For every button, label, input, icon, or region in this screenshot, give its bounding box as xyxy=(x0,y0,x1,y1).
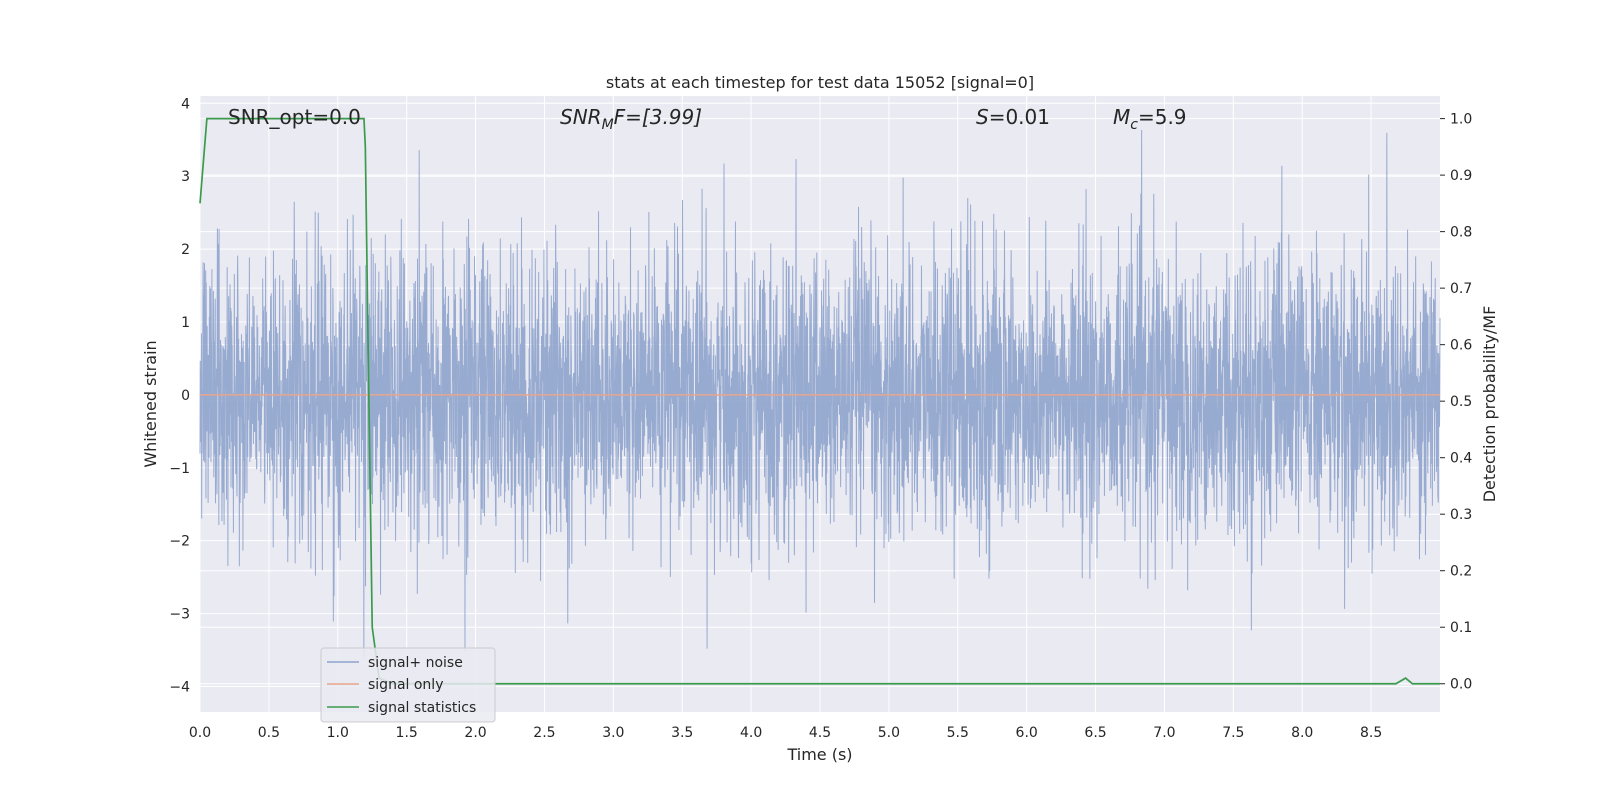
snr-mf-prefix: SNR xyxy=(560,105,602,129)
y-right-tick-label: 0.9 xyxy=(1450,168,1472,184)
y-right-tick-label: 0.3 xyxy=(1450,507,1472,523)
x-tick-label: 3.0 xyxy=(602,725,624,741)
y-left-tick-label: 1 xyxy=(181,315,190,331)
snr-mf-subscript: M xyxy=(602,117,614,133)
x-axis-ticks: 0.0 0.5 1.0 1.5 2.0 2.5 3.0 3.5 4.0 4.5 5.0 5.5 6.0 6… xyxy=(189,725,1382,741)
y-left-tick-label: −1 xyxy=(169,461,190,477)
y-right-tick-label: 0.0 xyxy=(1450,677,1472,693)
annotation-mc: Mc=5.9 xyxy=(1113,105,1187,133)
x-tick-label: 7.5 xyxy=(1222,725,1244,741)
annotations: SNR_opt=0.0 SNRMF=[3.99] S=0.01 Mc=5.9 xyxy=(228,105,1187,133)
y-right-tick-label: 0.4 xyxy=(1450,451,1472,467)
mc-subscript: c xyxy=(1130,117,1138,133)
series-signal-noise-line xyxy=(199,129,1441,658)
x-tick-label: 8.5 xyxy=(1360,725,1382,741)
x-axis-label: Time (s) xyxy=(786,745,852,764)
x-tick-label: 6.0 xyxy=(1016,725,1038,741)
x-tick-label: 4.5 xyxy=(809,725,831,741)
x-tick-label: 3.5 xyxy=(671,725,693,741)
y-left-tick-label: −3 xyxy=(169,607,190,623)
x-tick-label: 5.0 xyxy=(878,725,900,741)
x-tick-label: 2.5 xyxy=(533,725,555,741)
s-value: =0.01 xyxy=(989,105,1050,129)
x-tick-label: 0.0 xyxy=(189,725,211,741)
legend-label-signal-noise: signal+ noise xyxy=(368,655,463,671)
y-left-tick-label: −2 xyxy=(169,534,190,550)
y-right-tick-label: 0.8 xyxy=(1450,225,1472,241)
y-right-tick-label: 0.7 xyxy=(1450,281,1472,297)
x-tick-label: 4.0 xyxy=(740,725,762,741)
x-tick-label: 1.5 xyxy=(396,725,418,741)
mc-prefix: M xyxy=(1113,105,1130,129)
y-axis-right-label: Detection probability/MF xyxy=(1480,306,1499,503)
x-tick-label: 8.0 xyxy=(1291,725,1313,741)
y-axis-left-ticks: −4 −3 −2 −1 0 1 2 3 4 xyxy=(169,96,190,695)
legend: signal+ noise signal only signal statist… xyxy=(320,647,496,723)
y-left-tick-label: 2 xyxy=(181,242,190,258)
y-axis-left-label: Whitened strain xyxy=(141,340,160,467)
y-right-tick-label: 0.1 xyxy=(1450,620,1472,636)
x-tick-label: 2.0 xyxy=(464,725,486,741)
x-tick-label: 7.0 xyxy=(1153,725,1175,741)
annotation-s: S=0.01 xyxy=(976,105,1050,129)
y-left-tick-label: 0 xyxy=(181,388,190,404)
y-left-tick-label: 3 xyxy=(181,169,190,185)
y-right-tick-label: 0.2 xyxy=(1450,564,1472,580)
legend-box xyxy=(320,647,496,723)
y-axis-right-ticks: 0.0 0.1 0.2 0.3 0.4 0.5 0.6 0.7 0.8 0.9 1.0 xyxy=(1440,112,1472,693)
annotation-snr-opt: SNR_opt=0.0 xyxy=(228,105,361,129)
x-tick-label: 5.5 xyxy=(947,725,969,741)
legend-label-signal-only: signal only xyxy=(368,677,443,693)
x-tick-label: 0.5 xyxy=(258,725,280,741)
annotation-snr-mf: SNRMF=[3.99] xyxy=(560,105,702,133)
y-right-tick-label: 1.0 xyxy=(1450,112,1472,128)
x-tick-label: 6.5 xyxy=(1084,725,1106,741)
y-right-tick-label: 0.6 xyxy=(1450,338,1472,354)
mc-value: =5.9 xyxy=(1138,105,1187,129)
snr-mf-value: F=[3.99] xyxy=(614,105,702,129)
chart-title: stats at each timestep for test data 150… xyxy=(606,73,1034,92)
x-tick-label: 1.0 xyxy=(327,725,349,741)
y-left-tick-label: −4 xyxy=(169,679,190,695)
y-left-tick-label: 4 xyxy=(181,96,190,112)
signal-noise-series xyxy=(199,129,1441,658)
y-right-tick-label: 0.5 xyxy=(1450,394,1472,410)
legend-label-signal-statistics: signal statistics xyxy=(368,700,476,716)
s-prefix: S xyxy=(976,105,989,129)
